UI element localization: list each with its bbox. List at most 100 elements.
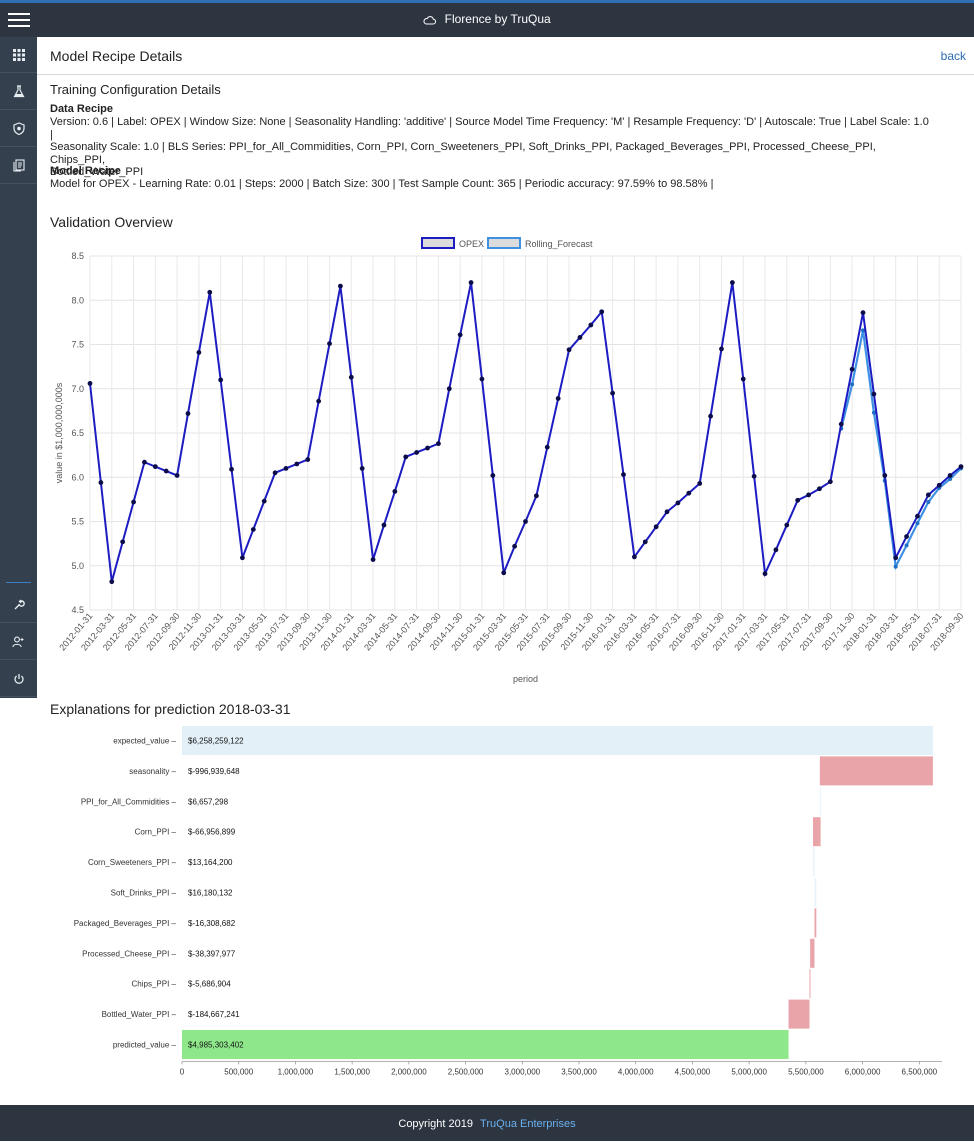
opex-point [773,547,779,553]
waterfall-bar [812,847,815,877]
data-recipe-text: Version: 0.6 | Label: OPEX | Window Size… [50,116,930,179]
opex-point [359,466,365,471]
opex-point [947,473,953,478]
cloud-icon [423,16,437,25]
data-recipe-line: Seasonality Scale: 1.0 | BLS Series: PPI… [50,141,876,166]
opex-point [708,413,713,419]
opex-point [436,441,441,447]
y-axis-label-group: value in $1,000,000,000s [54,382,64,483]
waterfall-bar [814,908,817,938]
opex-point [207,289,213,295]
y-tick-label: 4.5 [71,605,84,615]
company-link[interactable]: TruQua Enterprises [480,1118,576,1130]
y-tick-label: 6.0 [71,472,84,482]
flask-icon[interactable] [0,74,37,110]
contribution-value: $6,258,259,122 [188,737,244,746]
x-tick-label: 1,000,000 [278,1067,314,1076]
waterfall-bar [819,786,821,816]
page-title: Model Recipe Details [50,48,183,64]
opex-point [784,522,790,528]
opex-point [915,513,920,519]
contribution-value: $6,657,298 [188,797,229,806]
x-tick-label: 5,000,000 [731,1067,767,1076]
opex-point [740,376,746,382]
feature-label: predicted_value – [113,1041,177,1050]
waterfall-bar [182,1030,789,1059]
opex-point [250,527,256,532]
opex-point [523,519,528,524]
main-content: Model Recipe Details back Training Confi… [37,37,974,1105]
app-title-text: Florence by TruQua [444,12,551,26]
contribution-value: $-996,939,648 [188,767,240,776]
back-link[interactable]: back [940,49,966,63]
x-tick-label: 4,000,000 [618,1067,654,1076]
opex-point [218,377,224,383]
feature-label: expected_value – [113,737,176,746]
contribution-value: $4,985,303,402 [188,1041,244,1050]
app-title: Florence by TruQua [0,12,974,26]
x-tick-label: 2,500,000 [448,1067,484,1076]
opex-point [893,555,899,561]
apps-grid-icon[interactable] [0,37,37,73]
sidebar-divider [6,582,31,583]
opex-point [762,571,768,577]
waterfall-bar [819,756,933,786]
opex-point [446,386,452,392]
opex-point [152,464,158,470]
opex-point [425,445,430,451]
feature-label: Packaged_Beverages_PPI – [74,919,177,928]
opex-point [98,480,104,485]
menu-icon[interactable] [8,10,30,30]
x-tick-label: 500,000 [224,1067,253,1076]
rolling-forecast-line [840,330,962,571]
legend-label: OPEX [459,239,484,249]
user-settings-icon[interactable] [0,624,37,660]
opex-point [642,539,648,545]
opex-point [675,500,681,506]
opex-point [414,450,420,455]
x-tick-label: 4,500,000 [675,1067,711,1076]
opex-point [751,473,757,479]
y-tick-label: 7.0 [71,384,84,394]
feature-label: PPI_for_All_Commidities – [81,797,177,806]
shield-icon[interactable] [0,111,37,147]
explanations-heading: Explanations for prediction 2018-03-31 [50,701,291,717]
waterfall-bar [788,999,810,1029]
opex-point [849,366,855,372]
x-tick-label: 2,000,000 [391,1067,427,1076]
opex-point [490,473,496,478]
feature-label: Soft_Drinks_PPI – [111,889,177,898]
x-tick-label: 3,500,000 [561,1067,597,1076]
opex-point [827,479,833,485]
training-config-heading: Training Configuration Details [50,82,221,97]
opex-point [294,461,300,467]
opex-point [479,376,485,382]
opex-point [621,472,626,477]
data-recipe-label: Data Recipe [50,103,113,115]
opex-point [403,454,409,460]
opex-point [653,524,659,530]
opex-point [958,464,964,470]
footer: Copyright 2019 TruQua Enterprises [0,1105,974,1141]
waterfall-bar [812,817,821,847]
opex-point [338,283,343,289]
legend-swatch [487,237,521,249]
feature-label: Chips_PPI – [132,980,177,989]
opex-point [327,341,332,347]
model-recipe-label: Model Recipe [50,165,121,177]
opex-point [131,499,136,505]
opex-point [229,466,234,472]
document-icon[interactable] [0,148,37,184]
contribution-value: $-5,686,904 [188,980,231,989]
legend-label: Rolling_Forecast [525,239,593,249]
wrench-icon[interactable] [0,587,37,623]
opex-point [599,309,605,315]
power-icon[interactable] [0,661,37,697]
x-tick-label: 6,500,000 [902,1067,938,1076]
y-tick-label: 6.5 [71,428,84,438]
opex-point [283,466,289,471]
opex-point [261,498,267,504]
opex-point [729,280,735,285]
contribution-value: $-16,308,682 [188,919,236,928]
opex-point [882,473,888,478]
